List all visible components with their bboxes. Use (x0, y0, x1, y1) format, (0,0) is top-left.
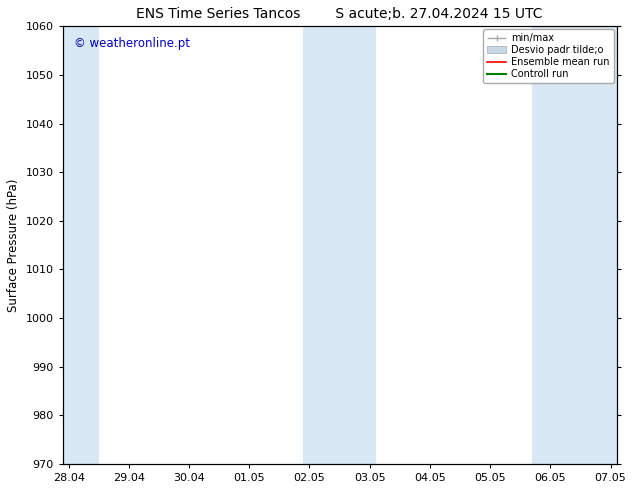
Y-axis label: Surface Pressure (hPa): Surface Pressure (hPa) (7, 178, 20, 312)
Legend: min/max, Desvio padr tilde;o, Ensemble mean run, Controll run: min/max, Desvio padr tilde;o, Ensemble m… (483, 29, 614, 83)
Bar (63, 26, 99, 464)
Bar (532, 26, 616, 464)
Text: © weatheronline.pt: © weatheronline.pt (74, 37, 190, 50)
Title: ENS Time Series Tancos        S acute;b. 27.04.2024 15 UTC: ENS Time Series Tancos S acute;b. 27.04.… (136, 7, 543, 21)
Bar (304, 26, 376, 464)
